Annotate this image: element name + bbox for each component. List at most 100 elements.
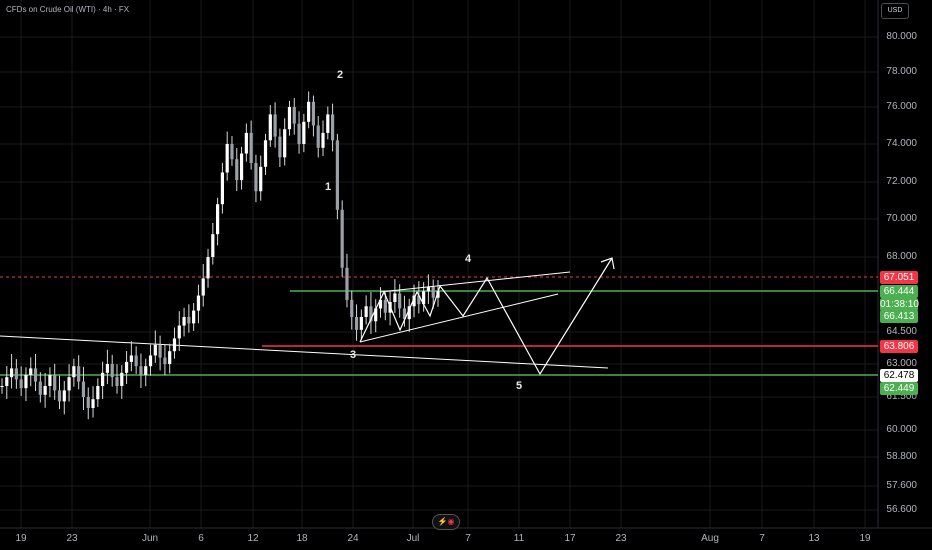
y-tick-label: 68.000 — [886, 251, 917, 262]
candle-body — [316, 125, 320, 148]
candle-body — [345, 267, 349, 300]
candle-body — [9, 368, 14, 378]
candle-body — [57, 390, 62, 402]
candle-body — [38, 381, 42, 395]
x-tick-label: 7 — [465, 533, 471, 544]
arrow-head — [600, 257, 615, 270]
wave-label-3: 3 — [349, 349, 357, 361]
x-tick-label: 11 — [513, 533, 525, 544]
candle-body — [53, 375, 57, 391]
candle-body — [187, 317, 191, 324]
candle-body — [268, 114, 272, 141]
candle-body — [91, 399, 95, 408]
candle-body — [412, 295, 416, 307]
x-tick-label: 24 — [347, 533, 359, 544]
candle-body — [0, 386, 4, 387]
candle-body — [374, 308, 378, 322]
candle-body — [105, 364, 110, 373]
candle-body — [163, 357, 167, 364]
candle-body — [426, 287, 431, 292]
candle-body — [182, 317, 186, 326]
candle-body — [398, 293, 402, 309]
candle-body — [129, 355, 133, 362]
candle-body — [115, 377, 119, 386]
y-tick-label: 63.000 — [886, 358, 917, 369]
y-tick-label: 76.000 — [886, 101, 917, 112]
candle-body — [77, 366, 81, 382]
candle-body — [273, 114, 277, 137]
currency-button[interactable]: USD — [881, 3, 909, 19]
candle-body — [216, 204, 220, 235]
candle-body — [144, 366, 148, 375]
x-tick-label: 7 — [759, 533, 765, 544]
candle-body — [330, 114, 335, 141]
candle-body — [48, 375, 52, 386]
candle-body — [177, 325, 181, 339]
candle-body — [402, 308, 407, 320]
candle-body — [86, 397, 90, 408]
candle-body — [101, 372, 105, 386]
candle-body — [139, 366, 143, 375]
x-tick-label: Aug — [701, 533, 719, 544]
y-tick-label: 57.600 — [886, 480, 917, 491]
candle-body — [302, 121, 306, 144]
candle-body — [364, 306, 368, 317]
candle-body — [436, 291, 440, 298]
wave-label-4: 4 — [464, 253, 472, 265]
candle-body — [307, 101, 311, 122]
triangle-upper-line — [379, 271, 571, 293]
candle-body — [134, 355, 138, 367]
candle-body — [230, 144, 234, 160]
candle-body — [393, 293, 397, 302]
x-tick-label: 19 — [15, 533, 27, 544]
candle-body — [148, 355, 153, 367]
candle-body — [235, 159, 239, 181]
candle-body — [62, 390, 66, 402]
candle-body — [417, 295, 421, 305]
candle-body — [297, 123, 301, 144]
x-tick-label: 23 — [615, 533, 627, 544]
candle-body — [192, 310, 196, 324]
candle-body — [81, 381, 86, 397]
candle-body — [378, 299, 383, 309]
x-tick-label: Jun — [141, 533, 159, 544]
y-tick-label: 74.000 — [886, 138, 917, 149]
candle-body — [321, 132, 325, 148]
price-label-green-top: 66.444 — [880, 285, 918, 298]
x-tick-label: 18 — [296, 533, 308, 544]
price-label-countdown: 01:38:10 — [880, 298, 919, 311]
price-label-red-top: 67.051 — [880, 271, 918, 284]
candle-body — [14, 368, 18, 380]
candle-body — [96, 386, 100, 400]
candle-body — [259, 166, 263, 192]
candle-body — [283, 129, 287, 158]
price-label-white-level: 62.478 — [880, 369, 918, 382]
candle-body — [263, 140, 268, 167]
x-tick-label: 13 — [808, 533, 820, 544]
candle-body — [43, 386, 47, 395]
candle-body — [220, 172, 224, 205]
candles — [0, 91, 440, 420]
y-tick-label: 58.800 — [886, 451, 917, 462]
candle-body — [172, 338, 177, 352]
price-label-red-level: 63.806 — [880, 340, 918, 353]
triangle-lower-line — [359, 293, 559, 343]
candle-body — [206, 257, 210, 279]
zigzag-projection — [359, 257, 613, 376]
wave-label-1: 1 — [324, 181, 332, 193]
x-tick-label: 19 — [859, 533, 871, 544]
candle-body — [124, 361, 129, 373]
grid — [0, 0, 878, 528]
y-tick-label: 70.000 — [886, 213, 917, 224]
candle-body — [354, 317, 359, 330]
price-label-green-level: 62.449 — [880, 382, 918, 395]
y-tick-label: 80.000 — [886, 31, 917, 42]
candle-body — [350, 299, 354, 317]
candle-body — [335, 140, 339, 210]
candle-body — [225, 144, 229, 173]
y-tick-label: 61.500 — [886, 391, 917, 402]
candle-body — [359, 317, 363, 330]
y-tick-label: 60.000 — [886, 424, 917, 435]
